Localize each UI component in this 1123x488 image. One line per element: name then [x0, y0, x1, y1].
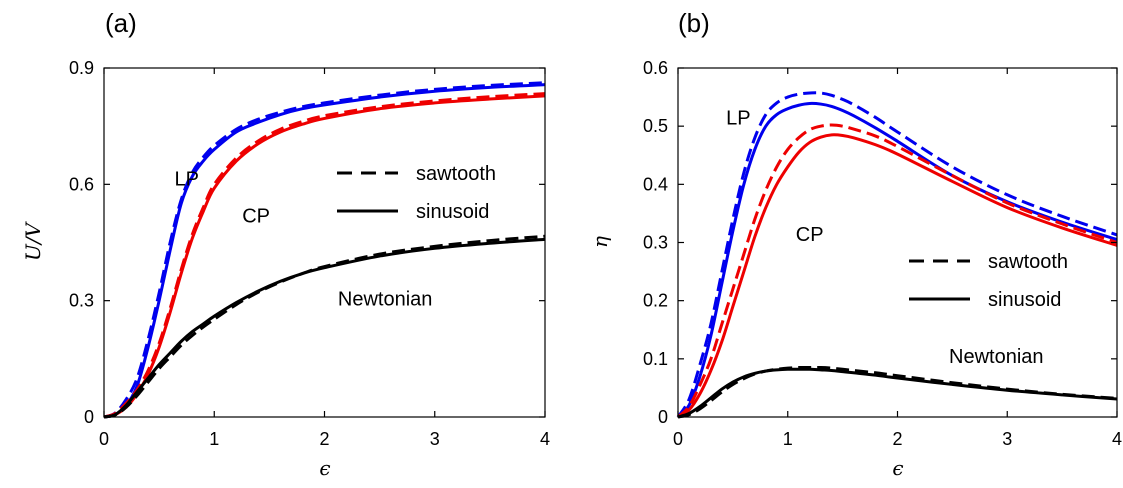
series-lp-sinusoid-line — [103, 83, 546, 419]
x-tick-label: 3 — [1002, 429, 1012, 449]
legend-label-sinusoid: sinusoid — [416, 201, 489, 223]
annotation-lp: LP — [726, 107, 750, 129]
y-tick-label: 0.2 — [643, 291, 668, 311]
x-tick-label: 3 — [430, 429, 440, 449]
series-cp-sawtooth-line — [676, 123, 1118, 419]
series-lp-sawtooth-line — [103, 81, 546, 419]
y-tick-label: 0.5 — [643, 116, 668, 136]
panel-a-series — [103, 81, 546, 419]
x-tick-label: 2 — [319, 429, 329, 449]
annotation-newtonian: Newtonian — [338, 289, 433, 311]
panel-a-label: (a) — [105, 8, 137, 38]
legend-label-sawtooth: sawtooth — [416, 163, 496, 185]
x-tick-label: 0 — [673, 429, 683, 449]
panel-b-ylabel: η — [588, 236, 612, 248]
annotation-lp: LP — [174, 169, 198, 191]
x-tick-label: 1 — [783, 429, 793, 449]
y-tick-label: 0.4 — [643, 174, 668, 194]
x-tick-label: 0 — [99, 429, 109, 449]
series-lp-sawtooth-line — [676, 91, 1118, 418]
series-newtonian-sinusoid-line — [677, 367, 1118, 419]
annotation-cp: CP — [796, 224, 824, 246]
y-tick-label: 0 — [658, 407, 668, 427]
x-tick-label: 2 — [892, 429, 902, 449]
panel-a-ticks: 0 1 2 3 4 0 0.3 0.6 0.9 — [69, 58, 550, 449]
panel-b-series — [676, 91, 1118, 419]
series-newtonian-sawtooth-line — [103, 234, 546, 419]
y-tick-label: 0.6 — [643, 58, 668, 78]
annotation-newtonian: Newtonian — [949, 346, 1044, 368]
series-cp-sinusoid-line — [677, 133, 1118, 419]
y-tick-label: 0.9 — [69, 58, 94, 78]
x-tick-label: 4 — [1112, 429, 1122, 449]
panel-b-label: (b) — [678, 8, 710, 38]
series-lp-sinusoid-line — [676, 101, 1118, 419]
panel-b-ticks: 0 1 2 3 4 0 0.1 0.2 0.3 0.4 0.5 0.6 — [643, 58, 1122, 449]
x-tick-label: 1 — [209, 429, 219, 449]
legend-label-sinusoid: sinusoid — [988, 289, 1061, 311]
legend-label-sawtooth: sawtooth — [988, 251, 1068, 273]
panel-b-legend: sawtooth sinusoid — [909, 251, 1068, 311]
y-tick-label: 0 — [84, 407, 94, 427]
y-tick-label: 0.6 — [69, 174, 94, 194]
y-tick-label: 0.3 — [643, 233, 668, 253]
panel-b-xlabel: ϵ — [892, 456, 903, 480]
panel-a: (a) 0 1 2 3 4 0 0.3 0.6 0.9 LP CP Newtonian sawtoo… — [21, 8, 550, 480]
panel-b: (b) 0 1 2 3 4 0 0.1 0.2 0.3 0.4 0.5 0.6 LP CP Newtoni… — [588, 8, 1122, 480]
y-tick-label: 0.1 — [643, 349, 668, 369]
panel-a-legend: sawtooth sinusoid — [337, 163, 496, 223]
panel-a-annotations: LP CP Newtonian — [174, 169, 432, 311]
annotation-cp: CP — [242, 205, 270, 227]
panel-a-ylabel: U/V — [21, 220, 45, 261]
panel-a-xlabel: ϵ — [319, 456, 330, 480]
y-tick-label: 0.3 — [69, 291, 94, 311]
series-newtonian-sinusoid-line — [103, 237, 546, 419]
series-newtonian-sawtooth-line — [677, 366, 1118, 419]
x-tick-label: 4 — [540, 429, 550, 449]
panel-b-annotations: LP CP Newtonian — [726, 107, 1043, 367]
